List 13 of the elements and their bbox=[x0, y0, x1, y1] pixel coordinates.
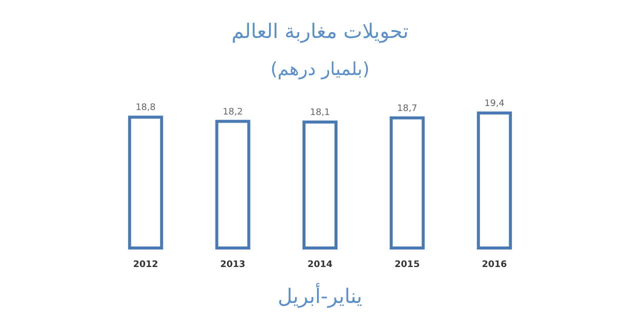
data-label: 18,8 bbox=[136, 103, 156, 114]
data-label: 18,2 bbox=[222, 107, 243, 118]
category: 2012 bbox=[133, 260, 158, 270]
title: تحويلات مغاربة العالم bbox=[231, 19, 409, 43]
category: 2016 bbox=[482, 260, 507, 270]
category: 2014 bbox=[307, 260, 333, 270]
data-label: 19,4 bbox=[484, 99, 504, 109]
xlabel: يناير-أبريل bbox=[278, 284, 362, 308]
category: 2013 bbox=[220, 260, 246, 270]
data-label: 18,1 bbox=[310, 108, 330, 118]
subtitle: (بلميار درهم) bbox=[270, 59, 370, 80]
category: 2015 bbox=[394, 260, 420, 270]
data-label: 18,7 bbox=[397, 104, 418, 114]
